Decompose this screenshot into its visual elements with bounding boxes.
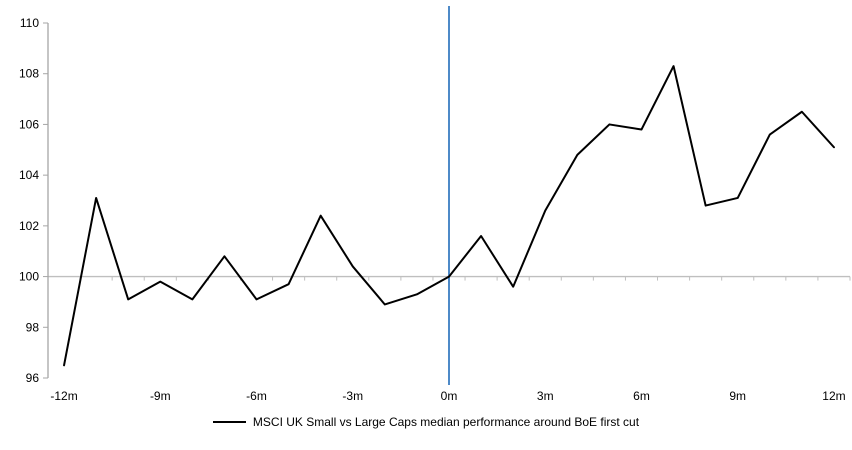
legend-line-swatch [212,421,246,423]
x-tick-label: 0m [441,389,458,403]
y-tick-label: 108 [19,67,39,81]
x-tick-label: -6m [246,389,267,403]
x-tick-label: -3m [342,389,363,403]
y-tick-label: 102 [19,219,39,233]
x-tick-label: 12m [822,389,845,403]
y-tick-label: 98 [26,320,40,334]
y-tick-label: 100 [19,270,39,284]
y-tick-label: 104 [19,168,39,182]
series-line [63,65,835,367]
x-tick-label: 9m [729,389,746,403]
x-tick-label: 3m [537,389,554,403]
chart-legend: MSCI UK Small vs Large Caps median perfo… [0,415,852,429]
legend-label: MSCI UK Small vs Large Caps median perfo… [252,415,640,429]
x-tick-label: -12m [50,389,77,403]
y-tick-label: 106 [19,117,39,131]
x-tick-label: 6m [633,389,650,403]
y-tick-label: 110 [20,16,39,30]
y-tick-label: 96 [26,371,40,385]
x-tick-label: -9m [150,389,171,403]
